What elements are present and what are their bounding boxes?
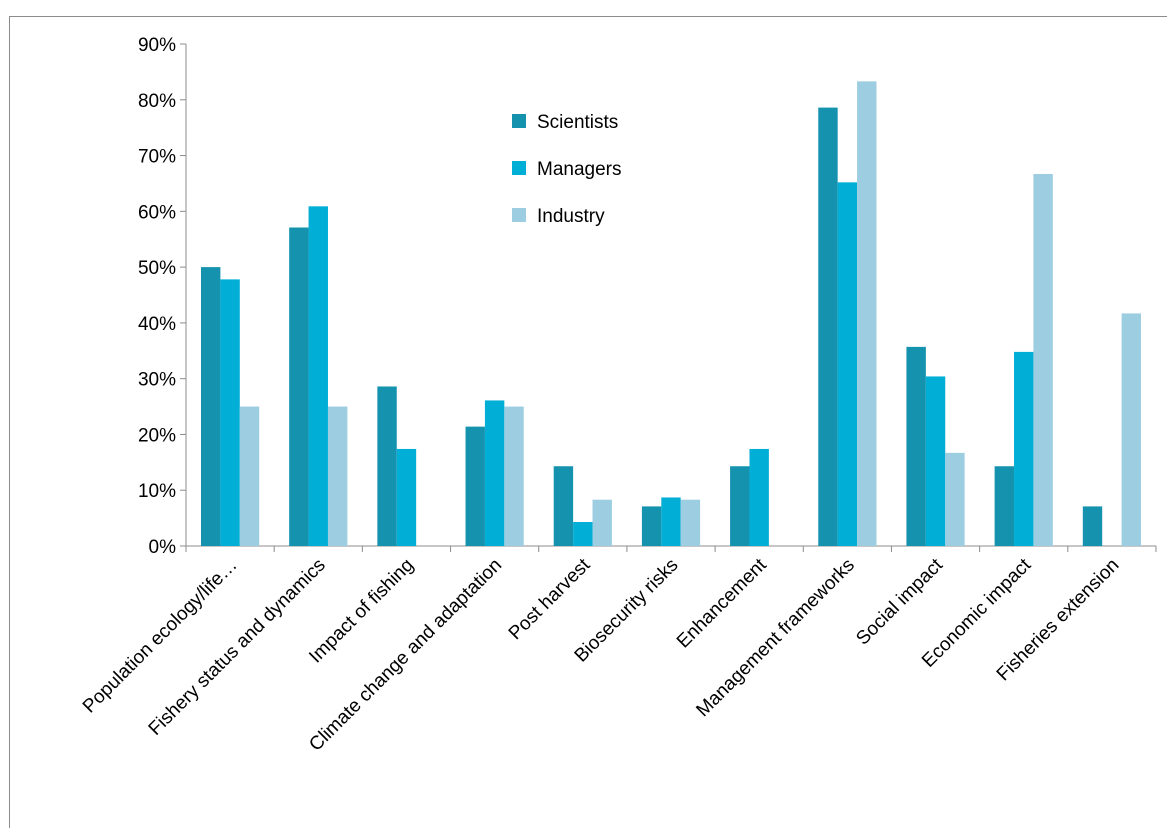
bar-scientists <box>730 466 750 546</box>
y-tick-label: 30% <box>138 370 176 391</box>
bar-industry <box>945 452 965 546</box>
bar-scientists <box>994 466 1015 546</box>
bar-scientists <box>377 386 397 546</box>
bar-scientists <box>818 107 838 546</box>
y-tick-label: 60% <box>138 202 176 223</box>
x-category-label: Social impact <box>852 554 947 649</box>
bar-industry <box>504 406 524 546</box>
bar-managers <box>1014 351 1034 546</box>
bar-scientists <box>465 426 485 546</box>
legend-swatch-industry <box>512 208 526 222</box>
bar-scientists <box>200 267 221 546</box>
bar-scientists <box>1082 506 1103 546</box>
y-tick-label: 70% <box>138 147 176 168</box>
bar-industry <box>592 499 612 546</box>
legend-swatch-managers <box>512 161 526 175</box>
legend-label-scientists: Scientists <box>537 112 618 133</box>
y-tick-label: 10% <box>138 481 176 502</box>
x-category-label: Management frameworks <box>692 555 858 721</box>
bar-managers <box>925 376 946 546</box>
legend-swatch-scientists <box>512 114 526 128</box>
legend-label-industry: Industry <box>537 206 605 227</box>
bar-industry <box>680 499 701 546</box>
y-tick-label: 90% <box>138 35 176 56</box>
legend-label-managers: Managers <box>537 159 622 180</box>
x-category-label: Climate change and adaptation <box>305 555 506 756</box>
x-category-label: Post harvest <box>505 554 595 644</box>
bar-managers <box>749 448 769 546</box>
y-tick-label: 50% <box>138 258 176 279</box>
bar-scientists <box>553 466 574 546</box>
y-tick-label: 20% <box>138 425 176 446</box>
legend: Scientists Managers Industry <box>512 112 622 227</box>
bar-managers <box>308 206 328 546</box>
bar-scientists <box>289 227 309 546</box>
bar-industry <box>1033 173 1053 546</box>
bar-industry <box>857 81 877 547</box>
x-category-label: Fishery status and dynamics <box>145 555 330 740</box>
bar-scientists <box>906 346 926 546</box>
x-category-label: Population ecology/life… <box>79 555 242 718</box>
bar-managers <box>573 522 593 546</box>
bar-managers <box>661 497 681 546</box>
bar-industry <box>239 406 260 546</box>
bar-managers <box>837 182 858 546</box>
bar-industry <box>327 406 348 546</box>
x-axis: Population ecology/life…Fishery status a… <box>79 545 1157 756</box>
y-tick-label: 0% <box>149 537 177 558</box>
y-tick-label: 40% <box>138 314 176 335</box>
bar-managers <box>484 400 505 546</box>
bar-scientists <box>641 506 662 546</box>
chart-frame <box>9 16 1167 828</box>
bar-managers <box>220 279 240 546</box>
y-axis: 0% 10% 20% 30% 40% 50% 60% 70% 80% 90% <box>138 35 187 558</box>
y-tick-label: 80% <box>138 91 176 112</box>
x-category-label: Enhancement <box>673 554 771 652</box>
bar-managers <box>396 448 417 546</box>
bar-industry <box>1121 313 1142 546</box>
bars <box>200 81 1142 547</box>
